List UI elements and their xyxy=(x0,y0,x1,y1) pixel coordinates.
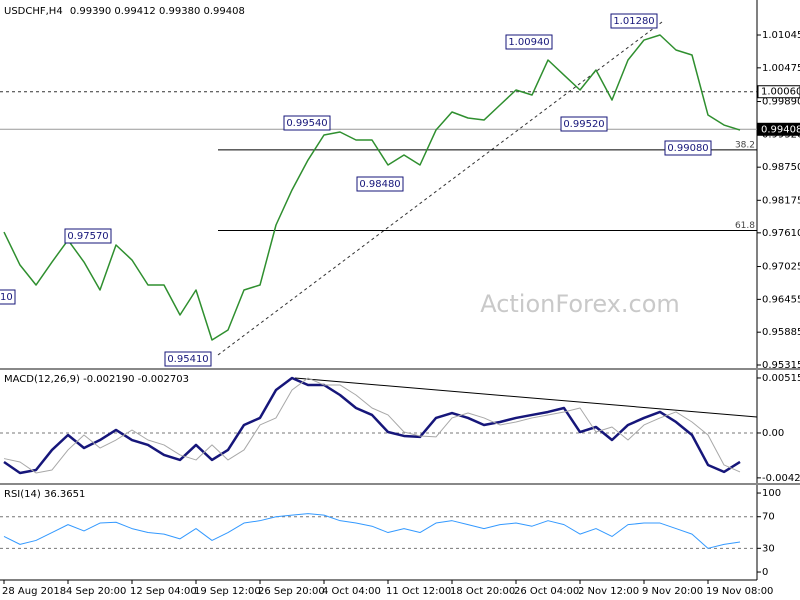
y-tick-label: 0.95885 xyxy=(762,327,800,338)
indicator-value: 36.3651 xyxy=(44,489,85,500)
indicator: RSI(14) xyxy=(4,489,41,500)
symbol: USDCHF,H4 xyxy=(4,6,63,17)
y-tick-label: 1.01045 xyxy=(762,30,800,41)
rsi-title: RSI(14) 36.3651 xyxy=(4,489,85,500)
indicator-value: -0.002703 xyxy=(138,374,189,385)
price-label-box xyxy=(0,289,16,305)
y-tick-label: 0.95315 xyxy=(762,360,800,371)
x-tick-label: 2 Nov 12:00 xyxy=(578,586,639,597)
x-tick-label: 9 Nov 20:00 xyxy=(642,586,703,597)
fib-label: 61.8 xyxy=(735,221,755,231)
watermark: ActionForex.com xyxy=(480,290,680,318)
fib-label: 38.2 xyxy=(735,140,755,150)
chart-title: USDCHF,H4 0.99390 0.99412 0.99380 0.9940… xyxy=(4,6,245,17)
quote: 0.99408 xyxy=(204,6,245,17)
x-tick-label: 26 Oct 04:00 xyxy=(514,586,579,597)
y-tick-label: 0.98175 xyxy=(762,195,800,206)
y-tick-label: 0.98750 xyxy=(762,162,800,173)
price-label: 0.99080 xyxy=(667,143,708,154)
x-tick-label: 4 Oct 04:00 xyxy=(322,586,381,597)
price-label: 1.01280 xyxy=(613,16,654,27)
price-label: 1.00940 xyxy=(508,37,549,48)
x-tick-label: 18 Oct 20:00 xyxy=(450,586,515,597)
x-tick-label: 19 Sep 12:00 xyxy=(194,586,261,597)
price-label: 0.95410 xyxy=(167,354,208,365)
price-label: 0.96510 xyxy=(0,292,13,303)
x-tick-label: 4 Sep 20:00 xyxy=(66,586,126,597)
price-label-box xyxy=(610,13,658,29)
y-tick-label: -0.004209 xyxy=(762,473,800,484)
x-tick-label: 11 Oct 12:00 xyxy=(386,586,451,597)
indicator: MACD(12,26,9) xyxy=(4,374,80,385)
y-tick-label: 0.00 xyxy=(762,428,784,439)
level-label: 0.99408 xyxy=(761,124,800,135)
y-tick-label: 30 xyxy=(762,543,775,554)
price-label-box xyxy=(664,140,712,156)
y-tick-label: 0.96455 xyxy=(762,294,800,305)
price-label: 0.97570 xyxy=(67,231,108,242)
y-tick-label: 0 xyxy=(762,567,768,578)
series-line xyxy=(3,34,741,341)
y-tick-label: 0.005156 xyxy=(762,373,800,384)
y-tick-label: 100 xyxy=(762,488,781,499)
quote: 0.99412 xyxy=(114,6,155,17)
y-tick-label: 0.97025 xyxy=(762,262,800,273)
price-label-box xyxy=(356,176,404,192)
level-box xyxy=(757,122,800,136)
y-tick-label: 0.99890 xyxy=(762,97,800,108)
price-label-box xyxy=(164,351,212,367)
trend-line xyxy=(217,21,663,356)
quote: 0.99390 xyxy=(70,6,111,17)
price-label: 0.99520 xyxy=(563,119,604,130)
price-label-box xyxy=(64,228,112,244)
x-tick-label: 12 Sep 04:00 xyxy=(130,586,197,597)
macd-trend-line xyxy=(294,377,758,418)
price-label-box xyxy=(283,115,331,131)
price-label-box xyxy=(505,34,553,50)
price-label: 0.98480 xyxy=(359,179,400,190)
y-tick-label: 1.00475 xyxy=(762,63,800,74)
x-tick-label: 26 Sep 20:00 xyxy=(258,586,325,597)
x-tick-label: 28 Aug 2018 xyxy=(2,586,66,597)
series-line xyxy=(3,513,741,549)
price-label: 0.99540 xyxy=(286,118,327,129)
series-line xyxy=(3,377,741,474)
series-line xyxy=(3,376,741,475)
macd-title: MACD(12,26,9) -0.002190 -0.002703 xyxy=(4,374,189,385)
quote: 0.99380 xyxy=(159,6,200,17)
y-tick-label: 70 xyxy=(762,512,775,523)
level-label: 1.00060 xyxy=(761,87,800,98)
indicator-value: -0.002190 xyxy=(83,374,134,385)
price-label-box xyxy=(560,116,608,132)
level-box xyxy=(757,85,800,99)
x-tick-label: 19 Nov 08:00 xyxy=(706,586,773,597)
y-tick-label: 0.97610 xyxy=(762,228,800,239)
